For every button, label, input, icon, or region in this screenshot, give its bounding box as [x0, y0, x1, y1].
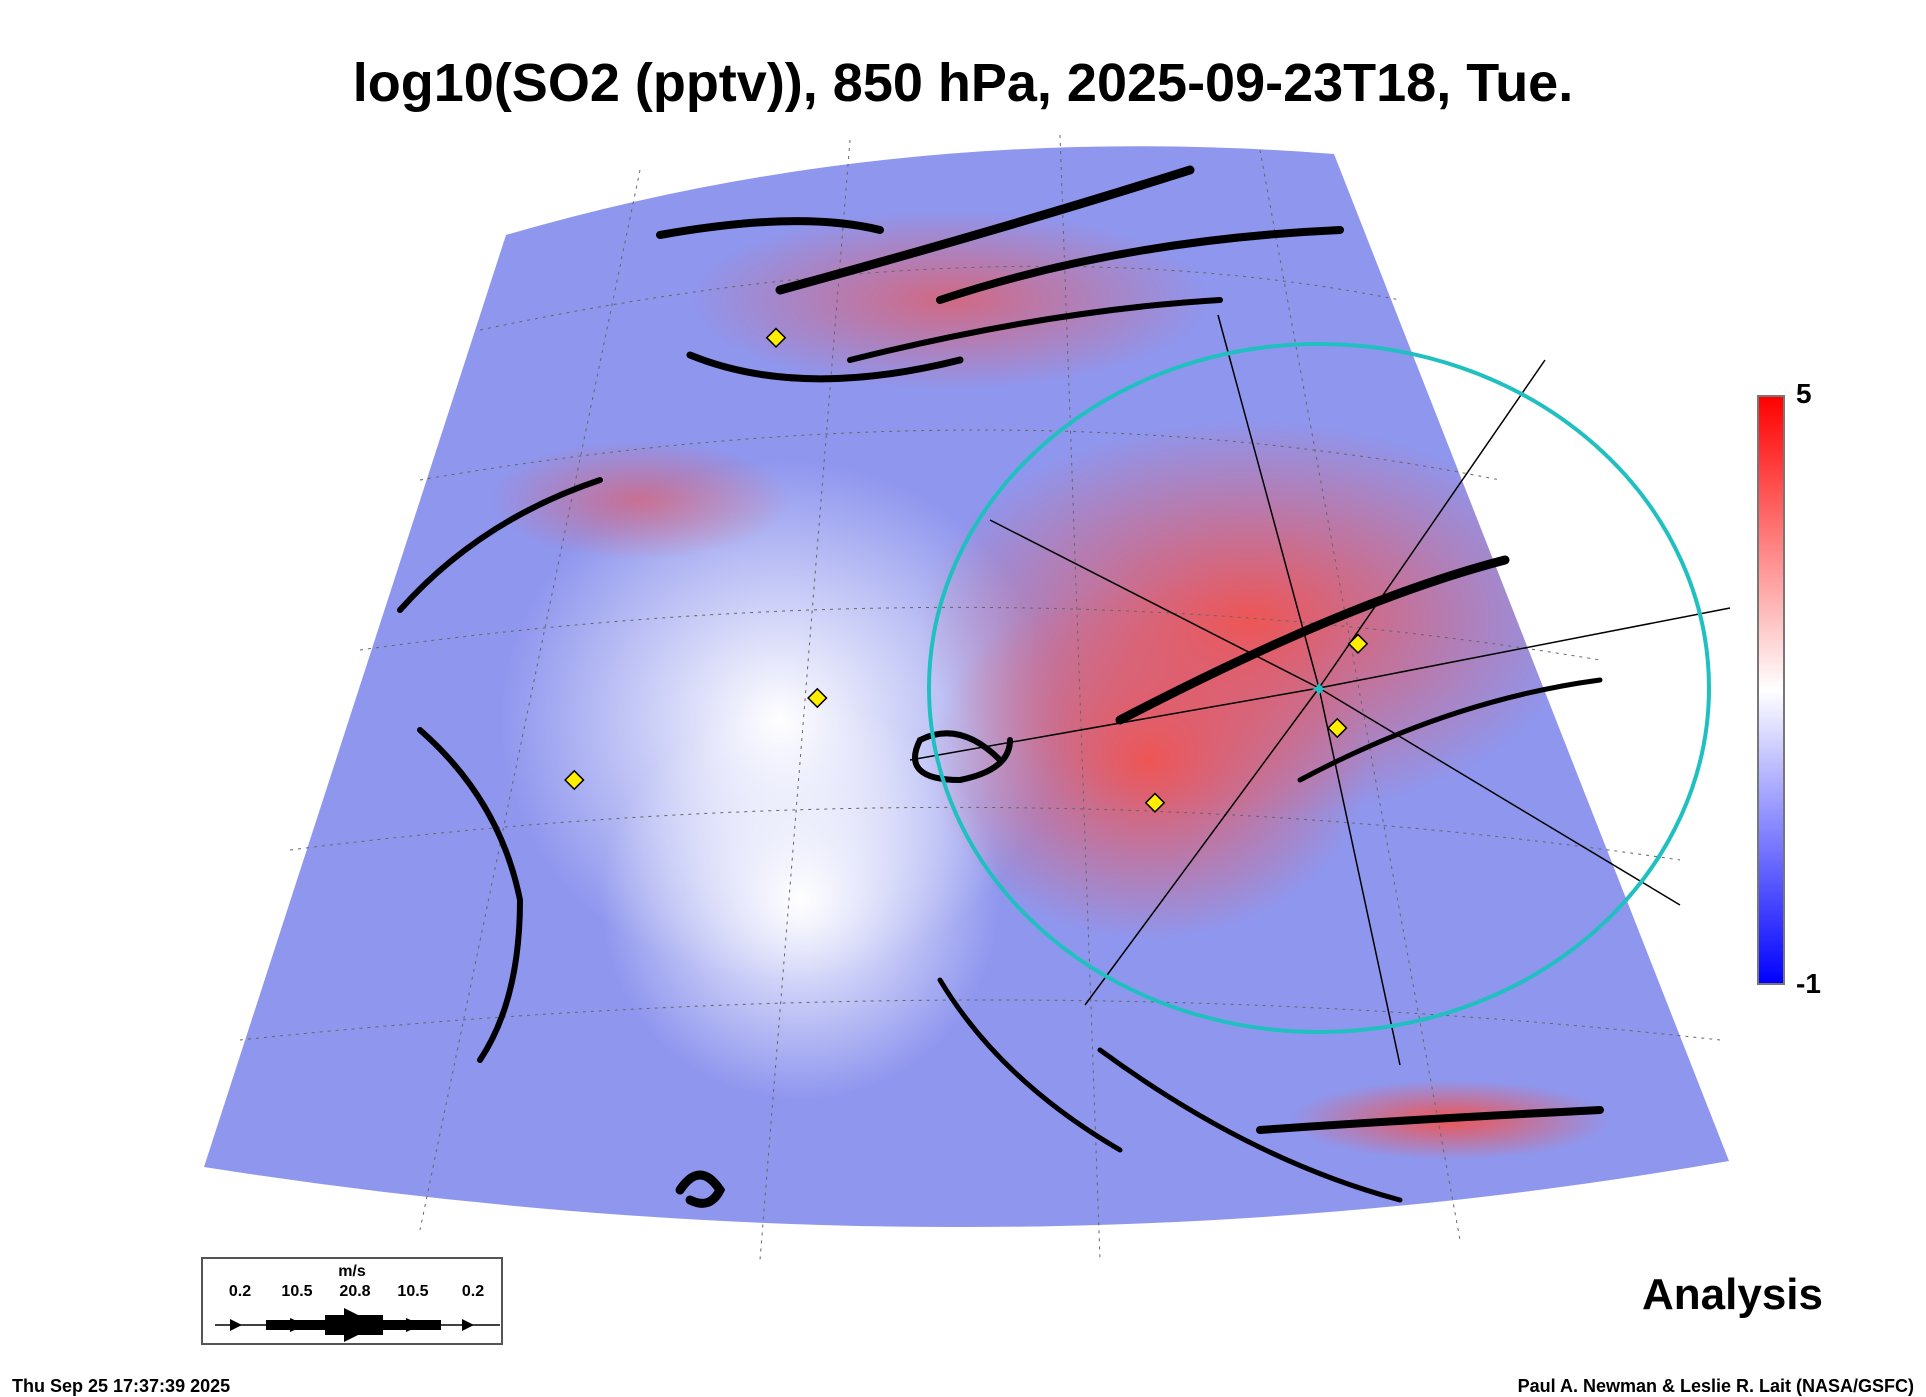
colorbar [1757, 395, 1785, 985]
wind-speed-legend: m/s 0.2 10.5 20.8 10.5 0.2 [201, 1257, 503, 1345]
range-circle [927, 342, 1711, 1034]
wind-legend-value: 0.2 [461, 1283, 485, 1300]
colorbar-min-label: -1 [1796, 968, 1821, 999]
center-star-icon: ✦ [1310, 677, 1328, 702]
site-markers [564, 327, 1369, 813]
wind-legend-unit: m/s [338, 1263, 366, 1280]
mode-label: Analysis [1642, 1270, 1823, 1319]
wind-legend-arrow [215, 1308, 500, 1342]
colorbar-max-label: 5 [1796, 378, 1812, 409]
trajectory-lines [909, 314, 1731, 1066]
plot-title: log10(SO2 (pptv)), 850 hPa, 2025-09-23T1… [352, 53, 1574, 113]
so2-field [204, 146, 1729, 1228]
wind-legend-value: 10.5 [281, 1283, 313, 1300]
wind-legend-value: 20.8 [339, 1283, 371, 1300]
graticule [239, 134, 1721, 1261]
wind-legend-value: 0.2 [228, 1283, 252, 1300]
timestamp: Thu Sep 25 17:37:39 2025 [12, 1376, 231, 1396]
streamlines [397, 165, 1604, 1208]
credit: Paul A. Newman & Leslie R. Lait (NASA/GS… [1517, 1376, 1914, 1396]
wind-legend-value: 10.5 [397, 1283, 429, 1300]
